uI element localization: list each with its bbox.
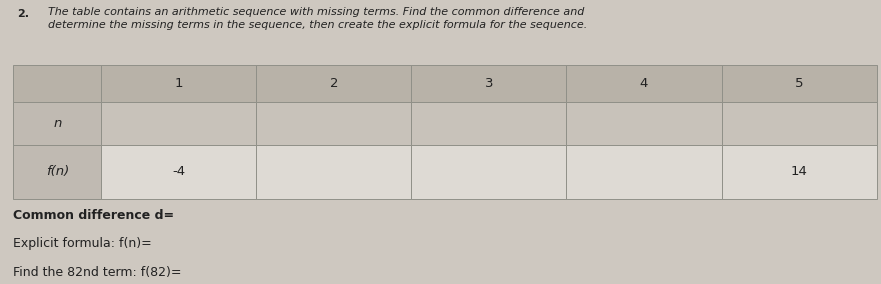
Bar	[256, 145, 411, 199]
Bar	[101, 102, 256, 145]
Bar	[566, 145, 722, 199]
Text: 2.: 2.	[18, 9, 30, 18]
Text: Find the 82nd term: f(82)=: Find the 82nd term: f(82)=	[13, 266, 181, 279]
Text: determine the missing terms in the sequence, then create the explicit formula fo: determine the missing terms in the seque…	[48, 20, 588, 30]
Text: 3: 3	[485, 77, 493, 90]
Text: Common difference d=: Common difference d=	[13, 209, 174, 222]
Bar	[411, 102, 566, 145]
Bar	[256, 102, 411, 145]
Text: Explicit formula: f(n)=: Explicit formula: f(n)=	[13, 237, 152, 250]
Text: f(n): f(n)	[46, 165, 69, 178]
Bar	[101, 145, 256, 199]
Bar	[566, 65, 722, 102]
Text: 5: 5	[795, 77, 803, 90]
Bar	[411, 65, 566, 102]
Text: 14: 14	[790, 165, 808, 178]
Text: 2: 2	[329, 77, 338, 90]
Bar	[13, 102, 101, 145]
Bar	[13, 145, 101, 199]
Text: 4: 4	[640, 77, 648, 90]
Bar	[566, 102, 722, 145]
Bar	[101, 65, 256, 102]
Bar	[13, 65, 101, 102]
Text: n: n	[53, 117, 62, 130]
Bar	[722, 145, 877, 199]
Bar	[411, 145, 566, 199]
Bar	[722, 102, 877, 145]
Text: 1: 1	[174, 77, 183, 90]
Bar	[256, 65, 411, 102]
Text: The table contains an arithmetic sequence with missing terms. Find the common di: The table contains an arithmetic sequenc…	[48, 7, 585, 17]
Text: -4: -4	[173, 165, 185, 178]
Bar	[722, 65, 877, 102]
